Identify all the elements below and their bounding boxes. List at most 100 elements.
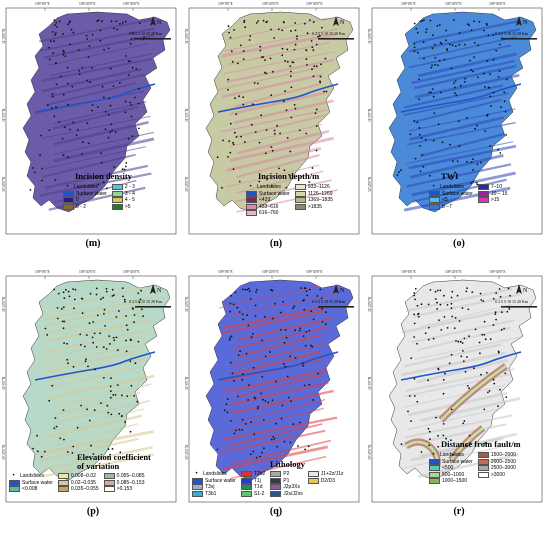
terrain-texture [223, 416, 338, 441]
landslide-point [305, 290, 308, 292]
landslide-point [124, 20, 127, 23]
landslide-point [454, 45, 457, 47]
landslide-point [254, 304, 257, 307]
terrain-texture [231, 343, 325, 367]
landslide-point [53, 19, 56, 21]
terrain-texture [237, 316, 333, 342]
landslide-point [61, 137, 64, 140]
landslide-point [73, 298, 76, 301]
legend-label: 0 - 2 [76, 203, 87, 210]
study-area [388, 11, 537, 213]
landslide-point [408, 395, 411, 397]
landslide-point [52, 95, 54, 98]
landslide-point [281, 47, 284, 50]
legend-item: • Landslides [246, 184, 290, 191]
landslide-point [257, 20, 260, 22]
landslide-point [228, 338, 231, 341]
terrain-texture [231, 389, 334, 415]
landslide-point [72, 31, 75, 34]
landslide-point [437, 367, 440, 370]
panel-label: (q) [269, 506, 283, 517]
landslide-point [99, 39, 102, 42]
landslide-point [474, 328, 477, 331]
legend-swatch [294, 190, 306, 197]
landslide-point [88, 419, 91, 422]
legend-swatch [270, 490, 282, 497]
landslide-point [72, 445, 75, 448]
landslide-point [233, 29, 235, 31]
landslide-point [473, 20, 475, 23]
landslide-point [290, 116, 293, 119]
landslide-point [450, 67, 453, 70]
landslide-point [436, 308, 438, 310]
landslide-point [138, 127, 140, 130]
landslide-point [312, 318, 315, 321]
landslide-point [91, 104, 94, 106]
landslide-point [107, 411, 110, 414]
terrain-texture [403, 186, 511, 212]
terrain-texture [419, 397, 521, 422]
landslide-point [273, 132, 276, 135]
landslide-point [474, 127, 476, 130]
landslide-point [312, 75, 315, 78]
landslide-point [308, 329, 311, 332]
landslide-point [436, 289, 439, 292]
landslide-point [233, 432, 236, 435]
landslide-point [234, 291, 237, 294]
map-canvas: N [188, 275, 360, 503]
landslide-point [107, 136, 110, 139]
landslide-point [293, 104, 296, 106]
landslide-point [484, 86, 486, 88]
legend-swatch [63, 197, 74, 204]
legend-swatch [294, 197, 306, 204]
terrain-texture [41, 68, 142, 93]
landslide-point [78, 73, 81, 76]
landslide-point [434, 57, 437, 59]
legend-item: >0.153 [103, 486, 145, 493]
landslide-point [116, 384, 119, 386]
terrain-texture [42, 153, 136, 178]
landslide-point [81, 312, 84, 315]
terrain-texture [236, 398, 326, 423]
landslide-point [259, 455, 262, 458]
landslide-point [319, 34, 321, 37]
terrain-texture [54, 383, 152, 407]
legend-swatch [477, 452, 489, 459]
landslide-point [450, 307, 453, 309]
landslide-point [72, 288, 74, 290]
landslide-point [242, 373, 244, 375]
landslide-point [417, 312, 420, 315]
landslide-point [66, 451, 69, 453]
landslide-point [223, 409, 226, 412]
scale-bar [318, 38, 354, 40]
landslide-point [420, 137, 423, 140]
landslide-point [48, 58, 51, 61]
landslide-point [50, 107, 53, 109]
landslide-point [488, 390, 491, 392]
landslide-point [450, 178, 453, 181]
landslide-point [267, 401, 270, 404]
landslide-point [290, 86, 293, 89]
legend-title-line: of variation [77, 461, 120, 471]
landslide-point [129, 338, 132, 341]
landslide-point [275, 422, 277, 425]
fault-line [440, 364, 507, 421]
landslide-point [255, 291, 257, 293]
legend-label: 0.085–0.153 [116, 479, 145, 486]
landslide-point [100, 402, 102, 404]
landslide-point [85, 34, 88, 37]
landslide-point [432, 337, 435, 340]
terrain-texture [44, 164, 149, 189]
legend-label: D2/D3 [320, 477, 335, 484]
landslide-point [424, 138, 427, 141]
north-arrow-icon [516, 284, 522, 294]
map-canvas: N [188, 7, 360, 235]
terrain-texture [403, 92, 510, 116]
terrain-texture [53, 131, 155, 155]
landslide-point [246, 288, 249, 291]
legend-item: 0.035–0.055 [57, 486, 99, 493]
landslide-point [303, 299, 305, 301]
landslide-point [124, 111, 127, 114]
landslide-point [422, 41, 425, 44]
longitude-label: 109°0'0"E [218, 2, 233, 6]
